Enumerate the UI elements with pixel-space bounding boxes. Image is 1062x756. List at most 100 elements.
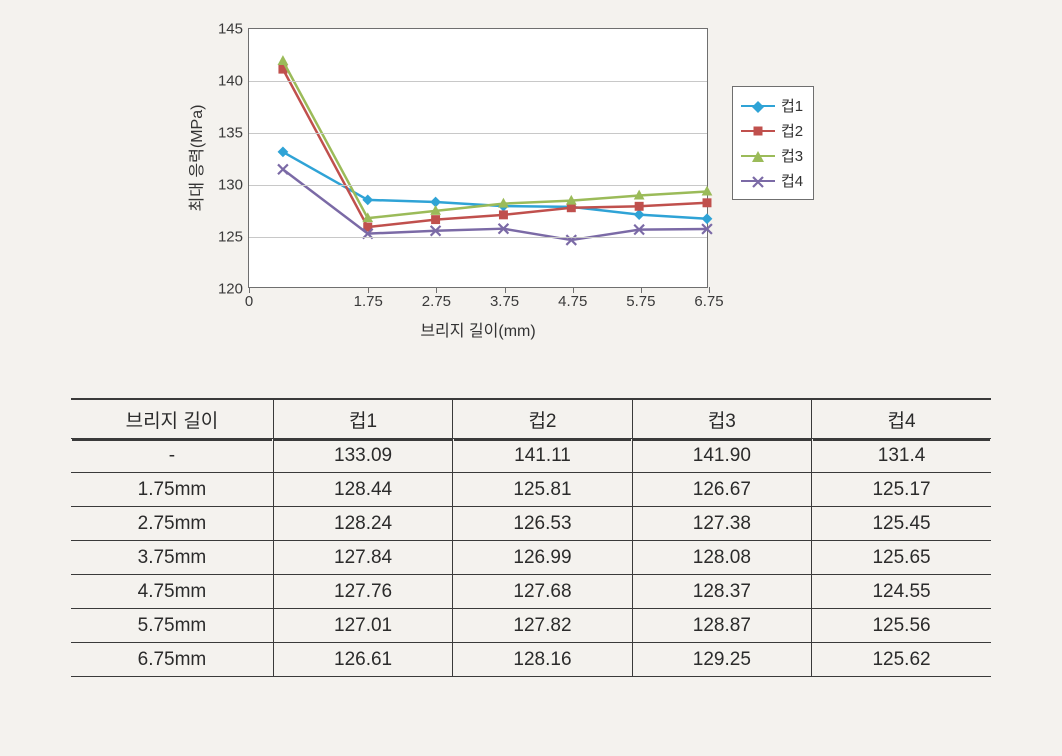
table-cell: 131.4 [812,439,991,473]
table-column-header: 컵2 [453,399,632,439]
table-column-header: 컵4 [812,399,991,439]
chart-legend: 컵1 컵2 컵3 컵4 [732,86,814,200]
table-cell: 141.90 [632,439,811,473]
legend-swatch [741,99,775,113]
chart-xtick-label: 0 [245,293,253,310]
table-cell: 124.55 [812,575,991,609]
chart-lines-svg [249,29,707,287]
data-table-container: 브리지 길이컵1컵2컵3컵4 -133.09141.11141.90131.41… [71,398,991,677]
legend-marker-icon [752,100,764,112]
legend-item: 컵4 [741,168,803,193]
table-row: 1.75mm128.44125.81126.67125.17 [71,473,991,507]
chart-series-marker [634,209,645,220]
table-cell: 133.09 [273,439,452,473]
chart-series-line [283,61,707,218]
table-cell: 127.38 [632,507,811,541]
legend-swatch [741,174,775,188]
table-column-header: 컵1 [273,399,452,439]
table-body: -133.09141.11141.90131.41.75mm128.44125.… [71,439,991,677]
table-cell: 127.01 [273,609,452,643]
table-cell: 127.84 [273,541,452,575]
legend-item: 컵3 [741,143,803,168]
legend-item: 컵2 [741,118,803,143]
table-row: 6.75mm126.61128.16129.25125.62 [71,643,991,677]
table-cell: 128.08 [632,541,811,575]
chart-ytick-label: 145 [218,21,243,38]
table-cell: 128.16 [453,643,632,677]
chart-xtick-label: 4.75 [558,293,587,310]
chart-ytick-label: 130 [218,177,243,194]
legend-label: 컵4 [781,170,803,191]
table-column-header: 컵3 [632,399,811,439]
table-cell: 127.76 [273,575,452,609]
chart-y-axis-title: 최대 응력(MPa) [183,105,207,212]
legend-marker-icon [752,175,764,187]
table-cell: 125.17 [812,473,991,507]
chart-xtick-label: 1.75 [354,293,383,310]
chart-series-marker [431,215,440,224]
table-cell: 127.82 [453,609,632,643]
chart-gridline [249,237,707,238]
table-cell: 128.37 [632,575,811,609]
chart-series-marker [278,55,289,65]
table-row: 2.75mm128.24126.53127.38125.45 [71,507,991,541]
chart-series-marker [278,164,288,174]
table-cell: 126.53 [453,507,632,541]
chart-series-marker [703,198,712,207]
legend-marker-icon [752,150,764,162]
table-cell: 125.45 [812,507,991,541]
legend-swatch [741,149,775,163]
table-cell: 129.25 [632,643,811,677]
chart-series-marker [635,202,644,211]
table-header-row: 브리지 길이컵1컵2컵3컵4 [71,399,991,439]
table-cell: 126.61 [273,643,452,677]
table-cell: 5.75mm [71,609,273,643]
table-cell: 4.75mm [71,575,273,609]
chart-series-marker [278,147,289,158]
table-cell: 125.62 [812,643,991,677]
table-row: -133.09141.11141.90131.4 [71,439,991,473]
table-row: 5.75mm127.01127.82128.87125.56 [71,609,991,643]
table-cell: 125.65 [812,541,991,575]
chart-ytick-label: 135 [218,125,243,142]
chart-ytick-label: 120 [218,281,243,298]
table-cell: 126.67 [632,473,811,507]
table-row: 4.75mm127.76127.68128.37124.55 [71,575,991,609]
table-cell: 128.44 [273,473,452,507]
table-cell: 126.99 [453,541,632,575]
legend-swatch [741,124,775,138]
chart-gridline [249,81,707,82]
legend-item: 컵1 [741,93,803,118]
table-cell: 128.87 [632,609,811,643]
table-column-header: 브리지 길이 [71,399,273,439]
table-cell: 127.68 [453,575,632,609]
table-cell: 125.56 [812,609,991,643]
page-root: 최대 응력(MPa) 브리지 길이(mm) 120 125 130 135 140 145… [0,0,1062,756]
legend-marker-icon [754,126,763,135]
chart-series-marker [499,210,508,219]
legend-label: 컵1 [781,95,803,116]
table-cell: 128.24 [273,507,452,541]
table-cell: - [71,439,273,473]
table-cell: 141.11 [453,439,632,473]
chart-ytick-label: 125 [218,229,243,246]
chart-x-axis-title: 브리지 길이(mm) [420,317,535,341]
table-cell: 2.75mm [71,507,273,541]
chart-container: 최대 응력(MPa) 브리지 길이(mm) 120 125 130 135 140 145… [178,18,898,358]
chart-ytick-label: 140 [218,73,243,90]
chart-xtick-label: 3.75 [490,293,519,310]
table-row: 3.75mm127.84126.99128.08125.65 [71,541,991,575]
legend-label: 컵3 [781,145,803,166]
table-cell: 1.75mm [71,473,273,507]
data-table: 브리지 길이컵1컵2컵3컵4 -133.09141.11141.90131.41… [71,398,991,677]
table-cell: 125.81 [453,473,632,507]
chart-gridline [249,185,707,186]
chart-xtick-label: 6.75 [694,293,723,310]
legend-label: 컵2 [781,120,803,141]
table-cell: 6.75mm [71,643,273,677]
table-cell: 3.75mm [71,541,273,575]
chart-series-marker [362,195,373,206]
chart-gridline [249,133,707,134]
chart-plot-area: 최대 응력(MPa) 브리지 길이(mm) 120125130135140145… [248,28,708,288]
chart-xtick-label: 2.75 [422,293,451,310]
